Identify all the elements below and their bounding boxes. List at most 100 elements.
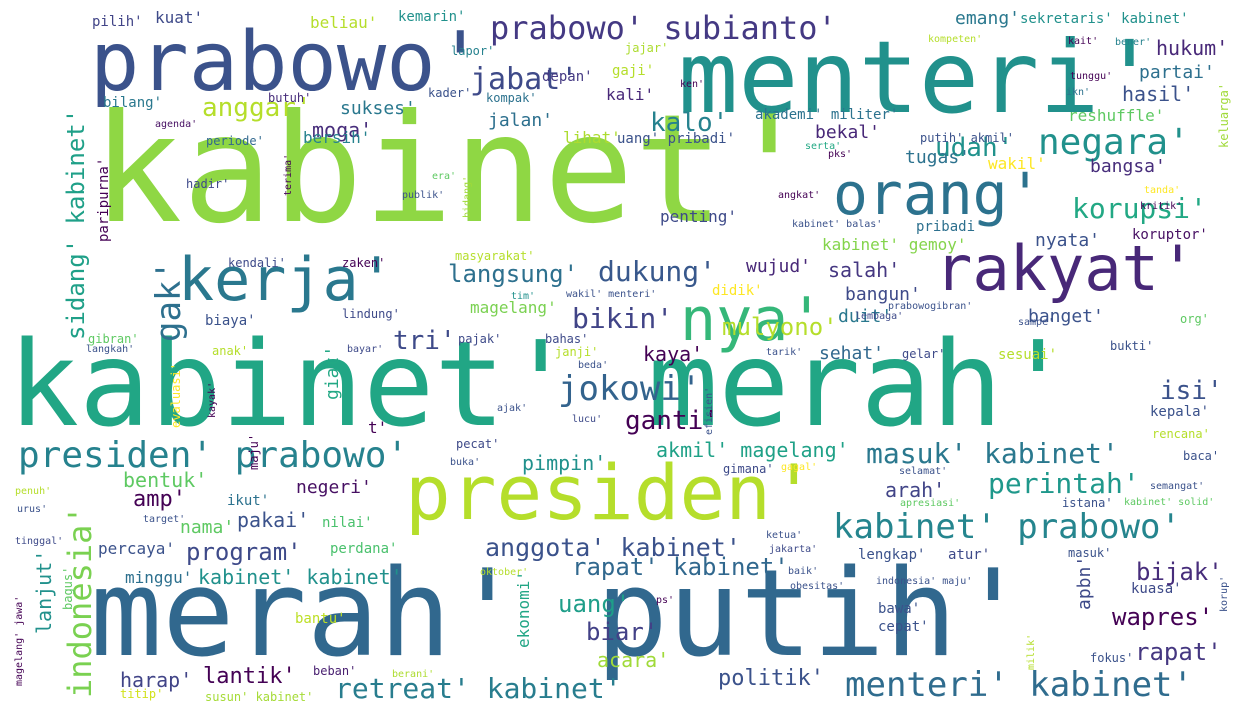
- word: penuh': [15, 486, 52, 497]
- word: kemarin': [398, 9, 466, 25]
- word: lihat': [563, 128, 621, 147]
- word: terima': [283, 153, 294, 196]
- word: bentuk': [123, 468, 208, 492]
- word: biar': [586, 618, 659, 646]
- word: agenda': [155, 119, 198, 130]
- word: prabowo' subianto': [490, 9, 837, 47]
- word: nya': [680, 285, 825, 355]
- word: kabinet' kabinet': [198, 565, 403, 589]
- word: masuk': [1068, 546, 1112, 560]
- word: sesuai': [998, 347, 1058, 363]
- word: jakarta': [769, 544, 818, 555]
- word: tri': [393, 326, 456, 356]
- word: negara': [1038, 122, 1190, 163]
- word: kerja': [178, 245, 395, 315]
- word: bawa': [878, 601, 921, 617]
- word: rapat' kabinet': [572, 553, 789, 581]
- word: pecat': [456, 437, 500, 451]
- word: presiden': [405, 448, 817, 537]
- word: kabinet' solid': [1124, 497, 1215, 508]
- word: bijak': [1136, 558, 1223, 586]
- word: ajak': [497, 403, 528, 414]
- word: giat': [322, 345, 343, 400]
- word: kritik': [1140, 201, 1183, 212]
- word: hukum': [1156, 36, 1229, 60]
- word: fokus': [1090, 651, 1134, 665]
- word: mulyono': [722, 313, 838, 341]
- word: lantik': [203, 664, 296, 689]
- word: kabinet' prabowo': [833, 507, 1181, 547]
- word: uang' pribadi': [617, 131, 736, 147]
- word: pimpin': [522, 451, 607, 475]
- word: isi': [1160, 376, 1223, 406]
- word: bukti': [1110, 339, 1154, 353]
- word: gaji': [612, 63, 655, 79]
- word: akmil' magelang': [656, 438, 849, 462]
- word: nama': [180, 517, 235, 538]
- word: orang': [833, 160, 1043, 228]
- word: kompeten': [928, 34, 983, 45]
- word: anggar': [202, 93, 312, 123]
- word: indonesia' maju': [876, 576, 973, 587]
- word: rencana': [1152, 427, 1210, 441]
- word: salah': [828, 258, 901, 282]
- word: bikin': [572, 302, 674, 335]
- word: korup': [1219, 575, 1230, 612]
- word: cepat': [878, 619, 929, 635]
- word: atur': [948, 547, 991, 563]
- word: bener': [1115, 37, 1152, 48]
- word: kait': [1068, 36, 1099, 47]
- word: pakai': [237, 508, 310, 532]
- word: biaya': [205, 313, 256, 329]
- word: partai': [1139, 62, 1215, 83]
- word: butuh': [268, 91, 312, 105]
- word: apresiasi': [900, 498, 961, 509]
- word: semangat': [1150, 481, 1205, 492]
- word: ekonomi': [514, 570, 533, 648]
- word: susun' kabinet': [205, 690, 314, 704]
- word: gak': [149, 260, 189, 342]
- word: langkah': [86, 344, 135, 355]
- word: ps': [656, 595, 675, 606]
- word: arah': [885, 478, 946, 502]
- word: bekal': [815, 122, 881, 143]
- word: berani': [392, 669, 435, 680]
- word: tanda': [1144, 185, 1181, 196]
- word: bantu': [295, 611, 346, 627]
- word: kader': [428, 86, 472, 100]
- word: tarik': [766, 347, 803, 358]
- word: harap': [120, 668, 193, 692]
- word: uang': [558, 590, 631, 618]
- word: wakil' menteri': [566, 289, 657, 300]
- word: wujud': [746, 256, 812, 277]
- word: zaken': [342, 256, 386, 270]
- word: prabowo': [90, 15, 485, 110]
- word: program': [186, 538, 302, 566]
- word: bangun': [845, 284, 921, 305]
- word: depan': [542, 69, 593, 85]
- word: reshuffle': [1068, 106, 1165, 125]
- word: bagus': [61, 566, 75, 610]
- word: kaya': [643, 342, 704, 366]
- word: ketua': [766, 530, 803, 541]
- word: akademi' militer': [755, 107, 899, 123]
- word: lembaga': [855, 311, 904, 322]
- word: didik': [712, 283, 763, 299]
- word: magelang' jawa': [14, 595, 25, 686]
- word: evaluasi': [169, 362, 183, 428]
- word: pajak': [458, 332, 502, 346]
- word: beda': [578, 360, 609, 371]
- word: gibran': [88, 332, 139, 346]
- word: acara': [597, 648, 670, 672]
- word: kompak': [486, 91, 537, 105]
- word: amp': [133, 487, 186, 512]
- word: gagal': [781, 462, 818, 473]
- word: publik': [402, 190, 445, 201]
- word: sampe': [1018, 317, 1055, 328]
- word: perdana': [330, 541, 398, 557]
- word: bangsa': [1090, 156, 1166, 177]
- word: ken': [680, 79, 705, 90]
- word: putih' akmil': [920, 131, 1014, 145]
- word: lapor': [451, 44, 495, 58]
- word: lindung': [342, 307, 400, 321]
